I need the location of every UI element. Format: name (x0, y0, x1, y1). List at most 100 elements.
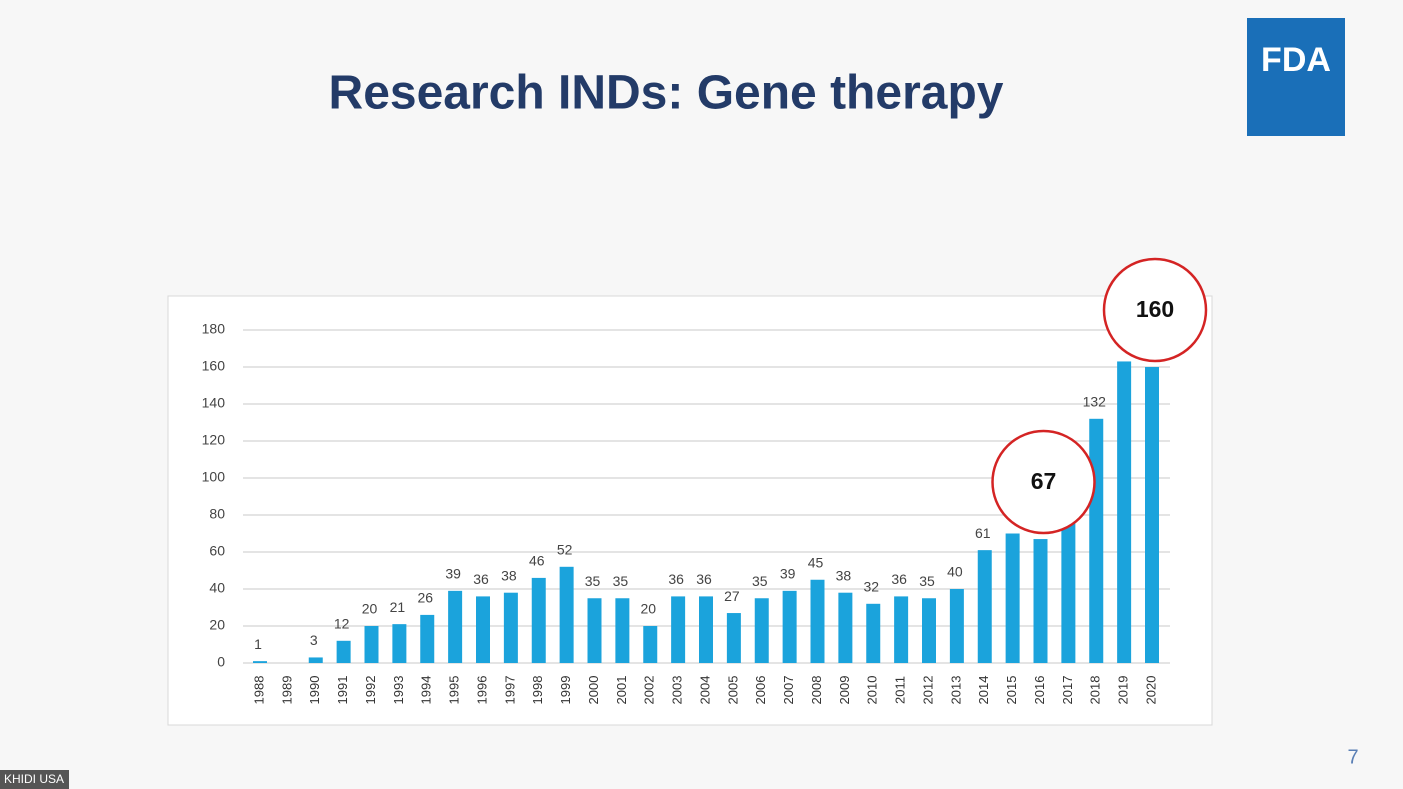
x-tick-label: 1989 (279, 676, 294, 705)
x-tick-label: 1995 (447, 676, 462, 705)
bar (699, 596, 713, 663)
data-label: 36 (696, 571, 712, 587)
data-label: 40 (947, 564, 963, 580)
highlight-label: 67 (1031, 468, 1057, 494)
x-tick-label: 2003 (670, 676, 685, 705)
x-tick-label: 1997 (502, 676, 517, 705)
bar (448, 590, 463, 663)
x-tick-label: 2008 (809, 676, 824, 705)
bar (476, 596, 490, 663)
x-tick-label: 1999 (558, 676, 573, 705)
data-label: 45 (808, 554, 824, 570)
x-tick-label: 2005 (725, 676, 740, 705)
data-label: 38 (836, 567, 852, 583)
bar (782, 590, 797, 663)
bar (392, 624, 407, 663)
bar (1033, 539, 1048, 663)
x-tick-label: 2009 (837, 676, 852, 705)
x-tick-label: 1991 (335, 676, 350, 705)
x-tick-label: 2001 (614, 676, 629, 705)
bar (253, 661, 267, 663)
data-label: 20 (640, 601, 656, 617)
y-tick-label: 180 (202, 321, 226, 337)
bar (671, 596, 686, 663)
x-tick-label: 2007 (781, 676, 796, 705)
slide-title: Research INDs: Gene therapy (329, 67, 1004, 120)
x-tick-label: 1994 (419, 676, 434, 705)
y-tick-label: 160 (202, 358, 226, 374)
data-label: 12 (334, 616, 350, 632)
x-tick-label: 2000 (586, 676, 601, 705)
x-tick-label: 1993 (391, 676, 406, 705)
data-label: 35 (752, 573, 768, 589)
bar (587, 598, 602, 663)
x-tick-label: 2015 (1004, 676, 1019, 705)
data-label: 35 (613, 573, 629, 589)
data-label: 26 (417, 590, 433, 606)
data-label: 36 (891, 571, 907, 587)
y-tick-label: 100 (202, 469, 226, 485)
bar (1117, 361, 1132, 663)
data-label: 46 (529, 553, 545, 569)
logo-box (1247, 18, 1345, 136)
x-tick-label: 2006 (753, 676, 768, 705)
data-label: 39 (445, 566, 461, 582)
data-label: 3 (310, 632, 318, 648)
bar (1145, 367, 1159, 663)
watermark: KHIDI USA (4, 772, 64, 786)
data-label: 35 (919, 573, 935, 589)
bar (866, 603, 881, 663)
bar (420, 614, 435, 663)
data-label: 32 (863, 579, 879, 595)
x-tick-label: 1990 (307, 676, 322, 705)
bar (308, 657, 323, 663)
bar (615, 598, 630, 663)
y-tick-label: 40 (209, 580, 225, 596)
bar (531, 577, 546, 663)
bar (838, 592, 853, 663)
highlight-circle (991, 429, 1096, 535)
bar (754, 598, 769, 663)
x-tick-label: 2020 (1143, 676, 1158, 705)
logo: FDA (1261, 41, 1331, 79)
x-tick-label: 2016 (1032, 676, 1047, 705)
x-tick-label: 2011 (893, 676, 908, 704)
data-label: 52 (557, 542, 573, 558)
bar (336, 640, 351, 663)
x-tick-label: 2002 (642, 676, 657, 705)
x-tick-label: 2019 (1116, 676, 1131, 705)
x-tick-label: 2018 (1088, 676, 1103, 705)
data-label: 61 (975, 525, 991, 541)
bar (894, 596, 909, 663)
bar (922, 598, 936, 663)
bar (1089, 418, 1104, 663)
x-tick-label: 1996 (474, 676, 489, 705)
bar (810, 579, 825, 663)
bar (364, 626, 379, 663)
data-label: 27 (724, 588, 740, 604)
y-tick-label: 140 (202, 395, 226, 411)
data-label: 20 (362, 601, 378, 617)
x-tick-label: 2004 (697, 676, 712, 705)
data-label: 39 (780, 566, 796, 582)
x-tick-label: 2017 (1060, 676, 1075, 705)
x-tick-label: 1998 (530, 676, 545, 705)
bar (949, 589, 964, 663)
bar (726, 613, 741, 663)
data-label: 1 (254, 636, 262, 652)
y-tick-label: 20 (209, 617, 225, 633)
page-number: 7 (1347, 746, 1358, 768)
x-tick-label: 2010 (865, 676, 880, 705)
y-tick-label: 60 (209, 543, 225, 559)
bar (643, 626, 658, 663)
bar (559, 566, 574, 663)
data-label: 36 (473, 571, 489, 587)
bar (1005, 533, 1020, 663)
watermark-box (0, 770, 69, 789)
x-tick-label: 1988 (251, 676, 266, 705)
x-tick-label: 1992 (363, 676, 378, 705)
data-label: 36 (668, 571, 684, 587)
highlight-circle (1102, 257, 1208, 363)
